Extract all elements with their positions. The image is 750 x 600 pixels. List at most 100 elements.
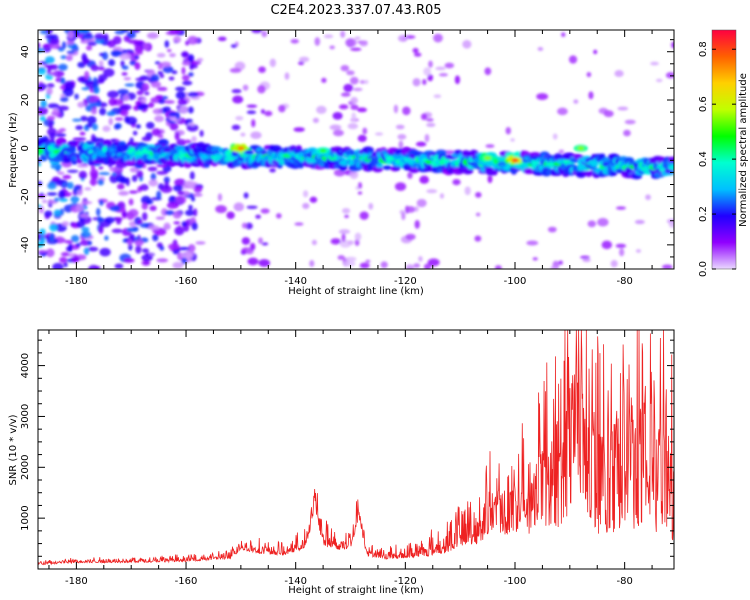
spectrogram-speckle bbox=[76, 189, 83, 196]
snr-xlabel: Height of straight line (km) bbox=[288, 585, 424, 596]
spectrogram-speckle bbox=[39, 235, 46, 245]
spectrogram-speckle bbox=[156, 190, 162, 200]
spectrogram-speckle bbox=[120, 59, 125, 68]
spectrogram-speckle bbox=[412, 47, 419, 54]
spectrogram-speckle bbox=[98, 217, 105, 222]
spectrogram-y-tick-label: -40 bbox=[20, 237, 31, 253]
spectrogram-speckle bbox=[59, 96, 69, 102]
spectrogram-speckle bbox=[98, 60, 104, 67]
spectrogram-cell bbox=[610, 171, 618, 176]
spectrogram-speckle bbox=[187, 54, 195, 63]
spectrogram-speckle bbox=[139, 222, 150, 228]
spectrogram-speckle bbox=[343, 260, 356, 267]
spectrogram-speckle bbox=[52, 176, 61, 181]
spectrogram-cell bbox=[65, 146, 77, 153]
spectrogram-speckle bbox=[231, 89, 242, 94]
spectrogram-speckle bbox=[347, 240, 354, 245]
spectrogram-speckle bbox=[174, 226, 185, 236]
spectrogram-speckle bbox=[364, 79, 369, 85]
spectrogram-speckle bbox=[243, 192, 249, 199]
spectrogram-speckle bbox=[175, 91, 186, 100]
spectrogram-speckle bbox=[330, 238, 341, 245]
spectrogram-speckle bbox=[87, 246, 99, 252]
spectrogram-speckle bbox=[338, 229, 351, 235]
spectrogram-speckle bbox=[393, 104, 399, 114]
spectrogram-speckle bbox=[183, 139, 192, 144]
spectrogram-cell bbox=[39, 155, 48, 162]
spectrogram-speckle bbox=[337, 255, 345, 261]
spectrogram-speckle bbox=[75, 125, 84, 131]
spectrogram-speckle bbox=[92, 123, 98, 131]
spectrogram-speckle bbox=[59, 128, 66, 132]
spectrogram-speckle bbox=[87, 115, 97, 125]
spectrogram-speckle bbox=[428, 60, 433, 68]
spectrogram-cell bbox=[529, 152, 541, 157]
spectrogram-speckle bbox=[395, 124, 405, 130]
spectrogram-speckle bbox=[74, 93, 79, 100]
spectrogram-speckle bbox=[156, 52, 166, 58]
spectrogram-speckle bbox=[85, 80, 96, 89]
spectrogram-speckle bbox=[137, 103, 150, 109]
spectrogram-speckle bbox=[91, 108, 97, 115]
spectrogram-speckle bbox=[141, 260, 151, 266]
spectrogram-speckle bbox=[110, 49, 123, 57]
spectrogram-speckle bbox=[184, 180, 195, 188]
spectrogram-x-tick-label: -80 bbox=[616, 276, 632, 287]
spectrogram-speckle bbox=[40, 99, 47, 108]
spectrogram-speckle bbox=[250, 131, 262, 139]
spectrogram-speckle bbox=[597, 218, 609, 227]
spectrogram-speckle bbox=[45, 34, 56, 40]
spectrogram-speckle bbox=[332, 129, 344, 137]
spectrogram-speckle bbox=[344, 214, 349, 218]
spectrogram-cell bbox=[590, 161, 599, 167]
spectrogram-y-tick-label: -20 bbox=[20, 188, 31, 204]
spectrogram-speckle bbox=[230, 44, 237, 48]
spectrogram-speckle bbox=[85, 123, 94, 128]
spectrogram-speckle bbox=[103, 33, 109, 42]
spectrogram-speckle bbox=[148, 179, 158, 187]
spectrogram-speckle bbox=[163, 100, 175, 104]
spectrogram-speckle bbox=[81, 30, 91, 34]
spectrogram-speckle bbox=[423, 263, 432, 269]
spectrogram-speckle bbox=[104, 216, 115, 224]
spectrogram-speckle bbox=[156, 258, 169, 263]
spectrogram-frame bbox=[37, 29, 675, 270]
spectrogram-speckle bbox=[247, 257, 259, 266]
spectrogram-speckle bbox=[347, 123, 359, 130]
colorbar-label: Normalized spectral amplitude bbox=[738, 73, 749, 227]
spectrogram-speckle bbox=[145, 121, 155, 130]
colorbar-ticks: 0.0 0.2 0.4 0.6 0.8 bbox=[698, 41, 736, 277]
spectrogram-speckle bbox=[119, 53, 131, 60]
spectrogram-speckle bbox=[116, 183, 125, 190]
spectrogram-speckle bbox=[169, 53, 176, 58]
spectrogram-speckle bbox=[405, 264, 415, 269]
spectrogram-speckle bbox=[57, 171, 65, 175]
spectrogram-speckle bbox=[52, 262, 64, 269]
snr-y-tick-label: 2000 bbox=[20, 455, 31, 480]
spectrogram-speckle bbox=[55, 179, 65, 186]
spectrogram-speckle bbox=[311, 239, 317, 246]
spectrogram-speckle bbox=[154, 227, 167, 236]
spectrogram-speckle bbox=[135, 77, 147, 82]
spectrogram-hotspot-core bbox=[319, 148, 327, 153]
spectrogram-speckle bbox=[53, 197, 60, 202]
spectrogram-speckle bbox=[474, 235, 482, 242]
spectrogram-speckle bbox=[485, 144, 495, 148]
spectrogram-speckle bbox=[169, 30, 182, 35]
spectrogram-speckle bbox=[164, 40, 170, 48]
spectrogram-speckle bbox=[96, 207, 101, 217]
spectrogram-speckle bbox=[104, 235, 109, 241]
spectrogram-speckle bbox=[162, 106, 171, 112]
spectrogram-speckle bbox=[258, 237, 263, 245]
spectrogram-speckle bbox=[240, 132, 246, 137]
spectrogram-speckle bbox=[171, 70, 178, 75]
spectrogram-cell bbox=[118, 144, 130, 152]
spectrogram-speckle bbox=[98, 74, 108, 81]
spectrogram-band bbox=[38, 138, 674, 180]
spectrogram-speckle bbox=[359, 262, 370, 269]
spectrogram-speckle bbox=[258, 66, 266, 73]
spectrogram-speckle bbox=[102, 125, 111, 132]
spectrogram-speckle bbox=[189, 171, 195, 180]
spectrogram-speckle bbox=[175, 112, 181, 120]
spectrogram-speckle bbox=[107, 39, 117, 48]
